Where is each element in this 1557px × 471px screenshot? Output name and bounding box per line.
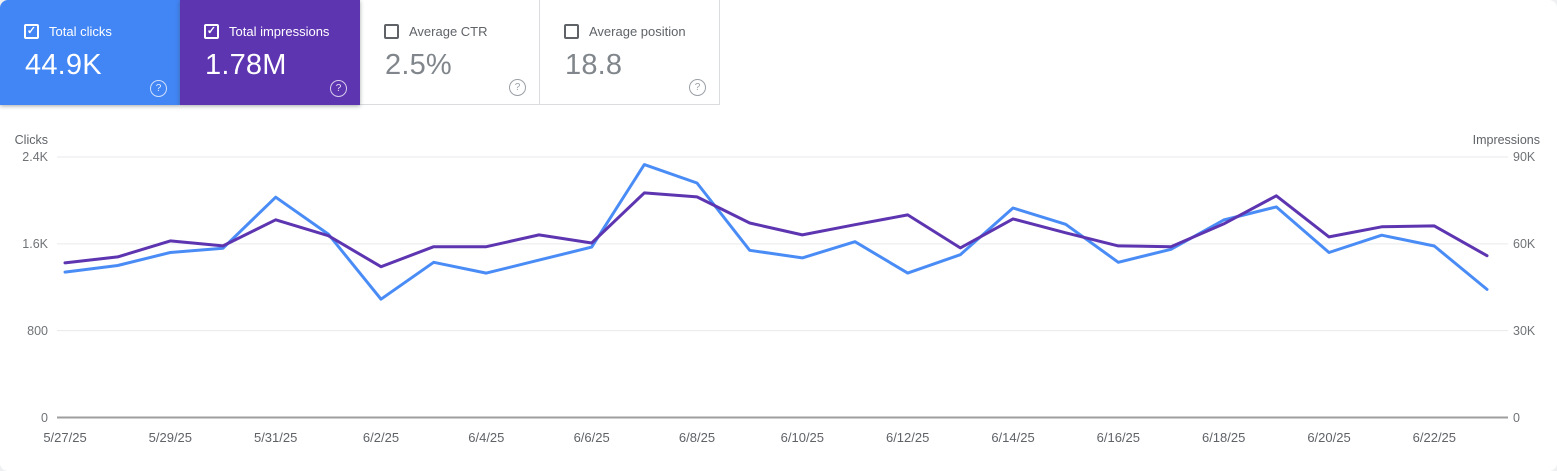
- metric-card-average-position[interactable]: ✓ Average position 18.8 ?: [540, 0, 720, 105]
- x-axis-label: 6/22/25: [1412, 430, 1457, 445]
- impressions-line: [63, 191, 1489, 269]
- total-clicks-value: 44.9K: [25, 49, 102, 81]
- x-axis-label: 5/27/25: [43, 430, 87, 445]
- average-ctr-checkbox[interactable]: ✓: [384, 24, 399, 39]
- x-axis-label: 6/12/25: [885, 430, 930, 445]
- x-axis-label: 6/18/25: [1201, 430, 1246, 445]
- y-axis-tick: 0: [41, 410, 48, 425]
- card-label: Total clicks: [49, 24, 112, 39]
- y-axis-tick: 60K: [1513, 236, 1536, 251]
- help-icon[interactable]: ?: [150, 80, 167, 97]
- x-axis-label: 6/8/25: [678, 430, 716, 445]
- metric-card-total-impressions[interactable]: ✓ Total impressions 1.78M ?: [180, 0, 360, 105]
- x-axis-label: 6/10/25: [780, 430, 825, 445]
- x-axis-label: 5/29/25: [148, 430, 193, 445]
- x-axis-label: 6/14/25: [991, 430, 1035, 445]
- total-clicks-checkbox[interactable]: ✓: [24, 24, 39, 39]
- y-axis-tick: 2.4K: [22, 150, 48, 164]
- x-axis-label: 5/31/25: [253, 430, 298, 445]
- y-axis-tick: 1.6K: [22, 236, 48, 251]
- x-axis-label: 6/4/25: [468, 430, 505, 445]
- metric-card-average-ctr[interactable]: ✓ Average CTR 2.5% ?: [360, 0, 540, 105]
- left-axis-title: Clicks: [14, 133, 48, 147]
- average-position-value: 18.8: [565, 49, 623, 81]
- metric-cards: ✓ Total clicks 44.9K ? ✓ Total impressio…: [0, 0, 720, 105]
- metric-card-total-clicks[interactable]: ✓ Total clicks 44.9K ?: [0, 0, 180, 105]
- y-axis-tick: 90K: [1513, 150, 1536, 164]
- card-label: Average position: [589, 24, 686, 39]
- checkmark-icon: ✓: [206, 25, 217, 37]
- x-axis-label: 6/16/25: [1096, 430, 1141, 445]
- y-axis-tick: 0: [1513, 410, 1520, 425]
- help-icon[interactable]: ?: [330, 80, 347, 97]
- x-axis-label: 6/2/25: [362, 430, 400, 445]
- average-position-checkbox[interactable]: ✓: [564, 24, 579, 39]
- card-label: Total impressions: [229, 24, 330, 39]
- clicks-line: [63, 163, 1489, 301]
- help-icon[interactable]: ?: [509, 79, 526, 96]
- y-axis-tick: 800: [27, 323, 48, 338]
- right-axis-title: Impressions: [1472, 133, 1540, 147]
- x-axis-label: 6/20/25: [1307, 430, 1351, 445]
- checkmark-icon: ✓: [26, 25, 37, 37]
- y-axis-tick: 30K: [1513, 323, 1536, 338]
- total-impressions-value: 1.78M: [205, 49, 287, 81]
- help-icon[interactable]: ?: [689, 79, 706, 96]
- total-impressions-checkbox[interactable]: ✓: [204, 24, 219, 39]
- average-ctr-value: 2.5%: [385, 49, 452, 81]
- card-label: Average CTR: [409, 24, 488, 39]
- x-axis-label: 6/6/25: [573, 430, 610, 445]
